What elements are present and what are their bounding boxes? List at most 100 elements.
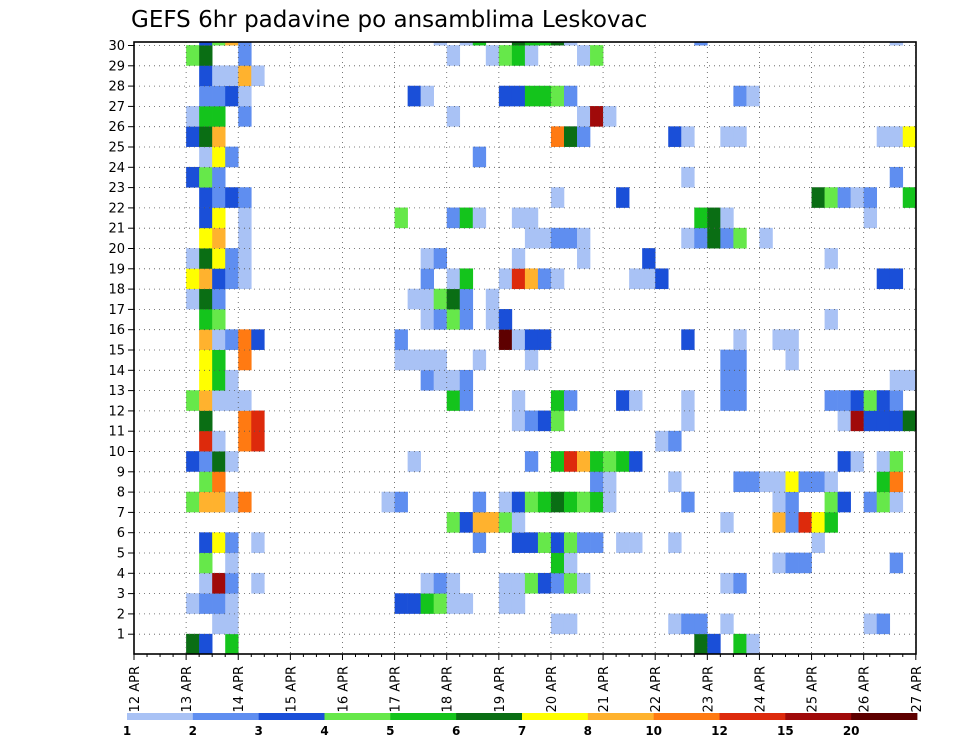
heatmap-cell xyxy=(472,146,487,168)
grid-lines xyxy=(134,42,917,654)
heatmap-cell xyxy=(889,390,904,411)
heatmap-cell xyxy=(212,451,226,472)
colorbar-swatch xyxy=(390,713,457,720)
heatmap-cell xyxy=(603,106,617,127)
heatmap-cell xyxy=(889,471,904,493)
heatmap-cell xyxy=(459,207,474,229)
heatmap-cell xyxy=(186,451,200,472)
heatmap-cell xyxy=(563,126,578,147)
heatmap-cell xyxy=(876,410,891,432)
heatmap-cell xyxy=(446,512,461,533)
heatmap-cell xyxy=(420,268,434,290)
heatmap-cell xyxy=(212,207,226,229)
heatmap-cell xyxy=(524,207,539,229)
heatmap-cell xyxy=(433,288,448,310)
heatmap-cell xyxy=(733,349,747,371)
heatmap-cell xyxy=(238,42,252,46)
heatmap-cell xyxy=(863,390,878,411)
x-tick-label: 22 APR xyxy=(649,666,664,712)
y-tick-label: 28 xyxy=(108,80,125,95)
heatmap-cell xyxy=(537,42,552,46)
heatmap-cell xyxy=(733,572,747,594)
x-tick-label: 15 APR xyxy=(284,666,299,712)
colorbar-label: 2 xyxy=(189,724,197,738)
colorbar-swatch xyxy=(324,713,391,720)
heatmap-cell xyxy=(199,390,213,411)
heatmap-cell xyxy=(238,248,252,269)
heatmap-cell xyxy=(720,390,734,411)
heatmap-cell xyxy=(420,248,434,269)
heatmap-cell xyxy=(199,369,213,391)
heatmap-cell xyxy=(485,288,500,310)
heatmap-cell xyxy=(681,166,695,188)
heatmap-cell xyxy=(199,491,213,513)
heatmap-cell xyxy=(824,390,838,411)
y-tick-label: 25 xyxy=(108,141,125,156)
heatmap-cell xyxy=(511,42,526,46)
colorbar-label: 8 xyxy=(584,724,592,738)
heatmap-cell xyxy=(642,268,656,290)
heatmap-cell xyxy=(577,106,591,127)
heatmap-cell xyxy=(212,491,226,513)
heatmap-cell xyxy=(407,288,421,310)
heatmap-cell xyxy=(498,85,513,107)
heatmap-cell xyxy=(563,390,578,411)
heatmap-cell xyxy=(837,410,851,432)
heatmap-cell xyxy=(199,593,213,614)
heatmap-cell xyxy=(225,613,239,635)
heatmap-cell xyxy=(199,633,213,655)
heatmap-cell xyxy=(590,491,604,513)
heatmap-cell xyxy=(251,329,265,350)
colorbar-swatch xyxy=(587,713,655,720)
heatmap-cell xyxy=(472,512,487,533)
heatmap-cell xyxy=(238,45,252,66)
heatmap-cell xyxy=(550,552,565,574)
heatmap-cell xyxy=(668,471,682,493)
heatmap-cell xyxy=(642,248,656,269)
heatmap-cell xyxy=(524,451,539,472)
heatmap-cell xyxy=(212,532,226,553)
heatmap-cell xyxy=(537,532,552,553)
heatmap-cell xyxy=(199,430,213,452)
heatmap-cell xyxy=(629,268,643,290)
heatmap-cell xyxy=(707,633,721,655)
heatmap-cell xyxy=(902,126,917,147)
y-tick-label: 6 xyxy=(117,526,125,541)
colorbar-swatch xyxy=(785,713,852,720)
heatmap-cell xyxy=(524,45,539,66)
heatmap-cell xyxy=(772,329,786,350)
y-tick-label: 20 xyxy=(108,242,125,257)
x-axis: 12 APR 13 APR 14 APR 15 APR 16 APR 17 APR 18 A… xyxy=(128,654,925,712)
colorbar-label: 4 xyxy=(320,724,328,738)
heatmap-cell xyxy=(498,491,513,513)
heatmap-cell xyxy=(446,369,461,391)
heatmap-cell xyxy=(212,248,226,269)
heatmap-cell xyxy=(590,532,604,553)
heatmap-cell xyxy=(212,85,226,107)
colorbar-label: 15 xyxy=(777,724,794,738)
heatmap-cell xyxy=(850,390,864,411)
y-tick-label: 18 xyxy=(108,283,125,298)
heatmap-cell xyxy=(537,85,552,107)
heatmap-cell xyxy=(720,512,734,533)
colorbar-label: 5 xyxy=(386,724,394,738)
heatmap-cell xyxy=(212,268,226,290)
heatmap-cell xyxy=(863,410,878,432)
heatmap-cell xyxy=(798,552,812,574)
heatmap-cell xyxy=(524,410,539,432)
heatmap-cell xyxy=(394,491,408,513)
heatmap-cell xyxy=(616,187,630,208)
heatmap-cell xyxy=(212,309,226,330)
y-tick-label: 5 xyxy=(117,547,125,562)
y-tick-label: 23 xyxy=(108,181,125,196)
heatmap-cell xyxy=(668,126,682,147)
heatmap-cell xyxy=(550,451,565,472)
heatmap-cell xyxy=(785,552,799,574)
heatmap-cell xyxy=(212,329,226,350)
heatmap-cell xyxy=(694,42,708,46)
heatmap-cell xyxy=(524,491,539,513)
y-tick-label: 12 xyxy=(108,404,125,419)
y-tick-label: 4 xyxy=(117,567,125,582)
heatmap-cell xyxy=(225,451,239,472)
heatmap-cell xyxy=(720,369,734,391)
